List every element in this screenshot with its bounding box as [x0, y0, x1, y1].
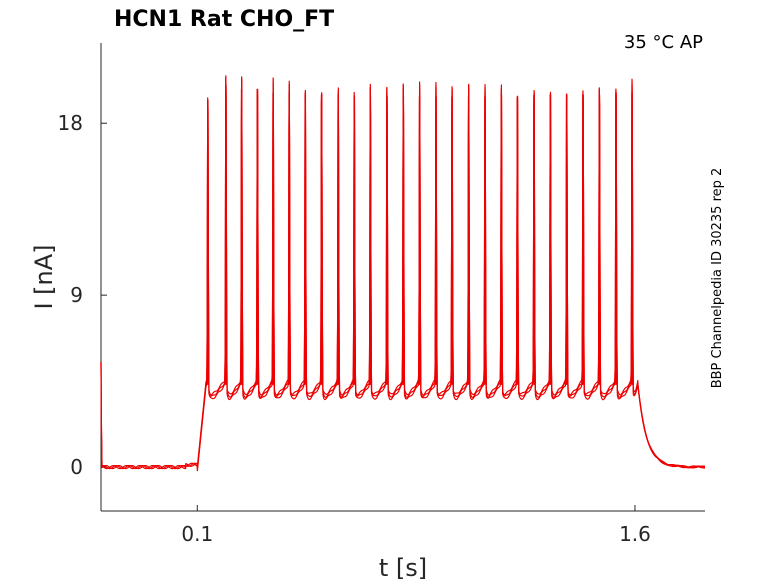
y-tick-label: 18 [58, 111, 83, 135]
plot-area: 0.1 1.6 0 9 18 [58, 43, 706, 546]
current-traces [100, 75, 706, 472]
axis-ticks: 0.1 1.6 0 9 18 [58, 111, 651, 546]
chart-title: HCN1 Rat CHO_FT [114, 7, 334, 32]
channelpedia-id-label: BBP Channelpedia ID 30235 rep 2 [710, 168, 725, 389]
x-tick-label: 1.6 [619, 522, 651, 546]
x-axis-label: t [s] [379, 554, 427, 582]
y-tick-label: 0 [70, 455, 83, 479]
condition-label: 35 °C AP [624, 32, 703, 53]
y-tick-label: 9 [70, 283, 83, 307]
y-axis-label: I [nA] [30, 244, 58, 309]
x-tick-label: 0.1 [181, 522, 213, 546]
